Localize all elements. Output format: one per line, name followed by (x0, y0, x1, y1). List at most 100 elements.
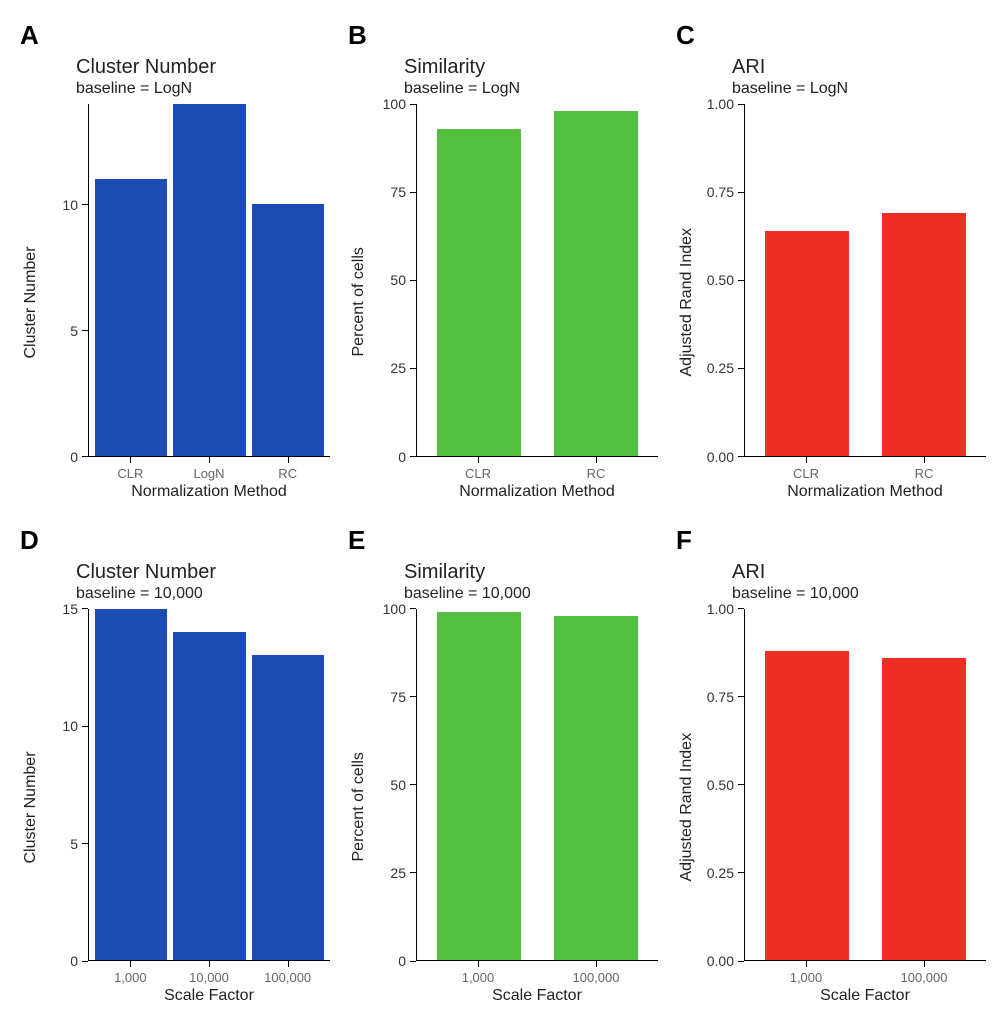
panel-B: BSimilaritybaseline = LogNPercent of cel… (348, 20, 658, 501)
x-axis: CLRRC (416, 457, 658, 481)
x-tick: RC (251, 461, 324, 481)
chart-wrap: Adjusted Rand Index0.000.250.500.751.001… (676, 609, 986, 1006)
y-tick-label: 5 (70, 836, 78, 852)
bar (882, 213, 966, 456)
bar (765, 651, 849, 960)
x-axis-label: Scale Factor (88, 987, 330, 1005)
x-tick: 1,000 (436, 965, 520, 985)
y-tick-label: 0 (70, 449, 78, 465)
chart-wrap: Adjusted Rand Index0.000.250.500.751.00C… (676, 104, 986, 501)
chart-wrap: Cluster Number0510CLRLogNRCNormalization… (20, 104, 330, 501)
panel-subtitle: baseline = 10,000 (404, 585, 658, 603)
panel-title: Cluster Number (76, 560, 330, 585)
y-tick-label: 0.25 (707, 865, 734, 881)
y-axis-label: Percent of cells (348, 104, 370, 501)
x-axis-label: Normalization Method (744, 483, 986, 501)
y-tick-label: 25 (390, 865, 406, 881)
y-tick-label: 0.75 (707, 689, 734, 705)
y-tick-label: 100 (383, 96, 406, 112)
y-tick-label: 1.00 (707, 96, 734, 112)
y-axis-label: Adjusted Rand Index (676, 104, 698, 501)
panel-letter: C (676, 20, 986, 51)
y-tick-label: 25 (390, 360, 406, 376)
panel-E: E Similaritybaseline = 10,000 Percent of c… (348, 525, 658, 1006)
panel-title: ARI (732, 55, 986, 80)
bar (173, 104, 245, 456)
y-tick-label: 0.75 (707, 184, 734, 200)
y-tick-label: 10 (62, 718, 78, 734)
x-tick: CLR (94, 461, 167, 481)
plot-area (744, 104, 986, 457)
y-tick-label: 1.00 (707, 601, 734, 617)
y-tick-label: 15 (62, 601, 78, 617)
y-tick-label: 50 (390, 272, 406, 288)
y-axis: 0.000.250.500.751.00 (698, 104, 744, 457)
plot-area (416, 104, 658, 457)
y-axis-label: Cluster Number (20, 609, 42, 1006)
y-axis: 051015 (42, 609, 88, 962)
x-axis-label: Scale Factor (744, 987, 986, 1005)
x-axis: 1,000 100,000 (744, 961, 986, 985)
bar (173, 632, 245, 960)
y-tick-label: 0.00 (707, 449, 734, 465)
x-tick: 100,000 (554, 965, 638, 985)
y-tick-label: 50 (390, 777, 406, 793)
panel-title: Similarity (404, 560, 658, 585)
x-tick: 1,000 (764, 965, 848, 985)
x-axis-label: Normalization Method (416, 483, 658, 501)
plot-area (88, 104, 330, 457)
panel-C: C ARIbaseline = LogN Adjusted Rand Index 0.… (676, 20, 986, 501)
panel-subtitle: baseline = 10,000 (732, 585, 986, 603)
panel-title: ARI (732, 560, 986, 585)
x-tick: 100,000 (251, 965, 324, 985)
y-axis-label: Cluster Number (20, 104, 42, 501)
y-tick-label: 0 (70, 953, 78, 969)
panel-A: ACluster Numberbaseline = LogNCluster Nu… (20, 20, 330, 501)
panel-F: F ARIbaseline = 10,000 Adjusted Rand Index… (676, 525, 986, 1006)
y-tick-label: 0 (398, 953, 406, 969)
x-axis: CLR LogNRC (88, 457, 330, 481)
x-tick: LogN (173, 461, 246, 481)
panel-subtitle: baseline = LogN (404, 80, 658, 98)
chart-wrap: Percent of cells0255075100CLRRCNormaliza… (348, 104, 658, 501)
y-axis-label: Adjusted Rand Index (676, 609, 698, 1006)
x-axis-label: Scale Factor (416, 987, 658, 1005)
panel-title: Cluster Number (76, 55, 330, 80)
y-tick-label: 0.25 (707, 360, 734, 376)
x-axis: 1,000 100,000 (416, 961, 658, 985)
bar (95, 609, 167, 961)
bar (437, 612, 521, 960)
y-axis: 0255075100 (370, 104, 416, 457)
chart-wrap: Cluster Number0510151,00010,000100,000Sc… (20, 609, 330, 1006)
panel-letter: F (676, 525, 986, 556)
panel-letter: E (348, 525, 658, 556)
bar (437, 129, 521, 456)
figure-grid: A Cluster Number baseline = LogN Cluster Nu… (20, 20, 986, 1005)
plot-area (416, 609, 658, 962)
x-tick: 100,000 (882, 965, 966, 985)
y-tick-label: 0.50 (707, 272, 734, 288)
y-tick-label: 0.00 (707, 953, 734, 969)
bar (252, 655, 324, 960)
y-tick-label: 0 (398, 449, 406, 465)
chart-wrap: Percent of cells02550751001,000100,000Sc… (348, 609, 658, 1006)
y-axis-label: Percent of cells (348, 609, 370, 1006)
panel-subtitle: baseline = LogN (732, 80, 986, 98)
panel-letter: A (20, 20, 330, 51)
y-axis: 0.000.250.500.751.00 (698, 609, 744, 962)
y-axis: 0255075100 (370, 609, 416, 962)
x-tick: 1,000 (94, 965, 167, 985)
plot-area (744, 609, 986, 962)
panel-letter: D (20, 525, 330, 556)
y-tick-label: 0.50 (707, 777, 734, 793)
x-tick: RC (554, 461, 638, 481)
y-axis: 0510 (42, 104, 88, 457)
bar (554, 616, 638, 960)
bar (882, 658, 966, 960)
x-tick: RC (882, 461, 966, 481)
panel-letter: B (348, 20, 658, 51)
x-axis: 1,00010,000100,000 (88, 961, 330, 985)
x-axis: CLRRC (744, 457, 986, 481)
bar (252, 204, 324, 455)
bar (554, 111, 638, 455)
